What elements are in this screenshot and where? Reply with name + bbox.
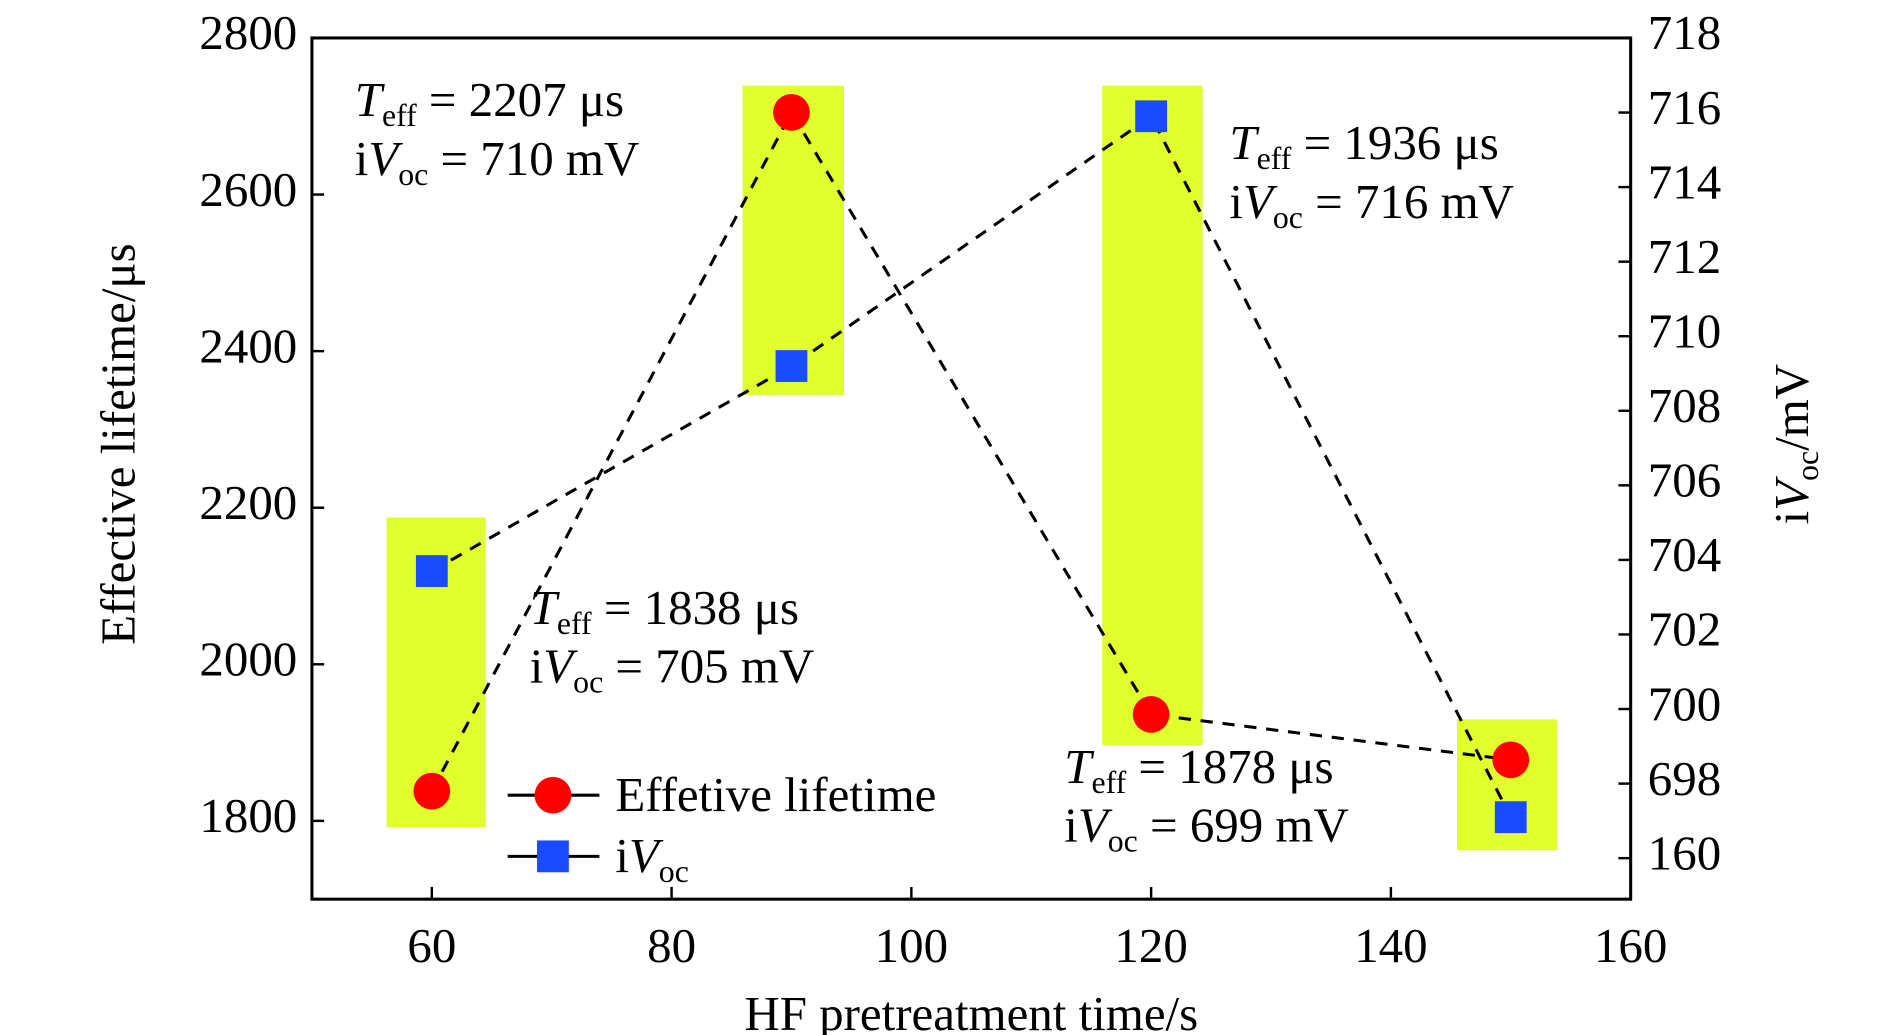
text-segment: V [1764,476,1819,511]
text-segment: oc [398,157,428,192]
rich-text: Teff = 1936 μs [1229,115,1498,176]
text-segment: Effetive lifetime [615,767,936,822]
y-tick-label: 2800 [199,5,297,60]
plot-frame [310,36,1633,901]
text-segment: oc [1790,451,1825,481]
series-line [431,114,1513,818]
rich-text: Teff = 1838 μs [530,580,799,641]
highlight [1102,85,1203,746]
rich-text: Teff = 2207 μs [355,72,624,133]
marker [775,350,808,382]
marker [413,772,451,810]
text-segment: T [355,72,386,127]
text-segment: eff [557,606,592,641]
y-tick-label: 1800 [199,788,297,843]
rich-text: Effetive lifetime [615,767,936,822]
y2-tick-label: 718 [1648,5,1721,60]
marker [1492,741,1530,779]
y2-tick-label: 700 [1648,676,1721,731]
y2-tick-label: 706 [1648,453,1721,508]
y2-tick-label: 710 [1648,303,1721,358]
y-axis-label: Effective lifetime/μs [91,243,146,645]
marker [1135,100,1168,133]
y2-tick-label: 708 [1648,378,1721,433]
rich-text: iVoc = 705 mV [530,639,815,700]
marker [415,555,448,587]
text-segment: V [543,639,578,694]
y-tick-label: 2400 [199,318,297,373]
highlight [742,85,845,396]
text-segment: = 716 mV [1303,174,1514,229]
text-segment: T [1064,739,1095,794]
y2-tick-label: 160 [1648,825,1721,880]
rich-text: iVoc = 699 mV [1064,798,1349,859]
x-tick-label: 60 [407,918,456,973]
highlights [386,85,1558,851]
text-segment: eff [382,98,417,133]
y2-tick-label: 712 [1648,229,1721,284]
text-segment: oc [1108,823,1138,858]
y2-tick-label: 698 [1648,751,1721,806]
rich-text: iVoc/mV [1764,364,1825,524]
marker [1132,696,1170,733]
y-tick-label: 2000 [199,632,297,687]
text-segment: V [1078,798,1113,853]
text-segment: eff [1091,765,1126,800]
text-segment: V [1243,174,1278,229]
marker [1494,801,1527,834]
x-tick-label: 80 [647,918,696,973]
text-segment: i [615,828,629,883]
text-segment: = 1878 μs [1126,739,1333,794]
text-segment: i [1064,798,1078,853]
text-segment: oc [1273,199,1303,234]
y-tick-label: 2200 [199,475,297,530]
x-tick-label: 160 [1594,918,1667,973]
x-tick-label: 140 [1354,918,1427,973]
text-segment: = 1936 μs [1291,115,1498,170]
text-segment: = 710 mV [428,131,639,186]
text-segment: T [1229,115,1260,170]
x-tick-label: 120 [1114,918,1187,973]
text-segment: eff [1257,141,1292,176]
text-segment: oc [573,664,603,699]
rich-text: iVoc = 716 mV [1229,174,1514,235]
x-axis-label: HF pretreatment time/s [744,986,1198,1035]
y2-tick-label: 714 [1648,154,1721,209]
y2-tick-label: 702 [1648,602,1721,657]
text-segment: V [629,828,664,883]
text-segment: = 2207 μs [417,72,624,127]
text-segment: = 699 mV [1138,798,1349,853]
x-tick-label: 100 [875,918,948,973]
series-line [430,109,1511,792]
legend-marker [537,840,569,873]
text-segment: V [368,131,403,186]
text-segment: i [1764,511,1819,525]
y2-tick-label: 716 [1648,80,1721,135]
text-segment: oc [659,854,689,889]
text-segment: i [1229,174,1243,229]
legend-marker [534,776,572,814]
text-segment: T [530,580,561,635]
rich-text: Teff = 1878 μs [1064,739,1333,800]
rich-text: iVoc [615,828,689,889]
text-segment: i [530,639,544,694]
y2-tick-label: 704 [1648,527,1721,582]
y-tick-label: 2600 [199,162,297,217]
marker [773,93,810,131]
text-segment: = 705 mV [603,639,814,694]
text-segment: /mV [1764,364,1819,451]
text-segment: = 1838 μs [592,580,799,635]
text-segment: i [355,131,369,186]
rich-text: iVoc = 710 mV [355,131,640,192]
